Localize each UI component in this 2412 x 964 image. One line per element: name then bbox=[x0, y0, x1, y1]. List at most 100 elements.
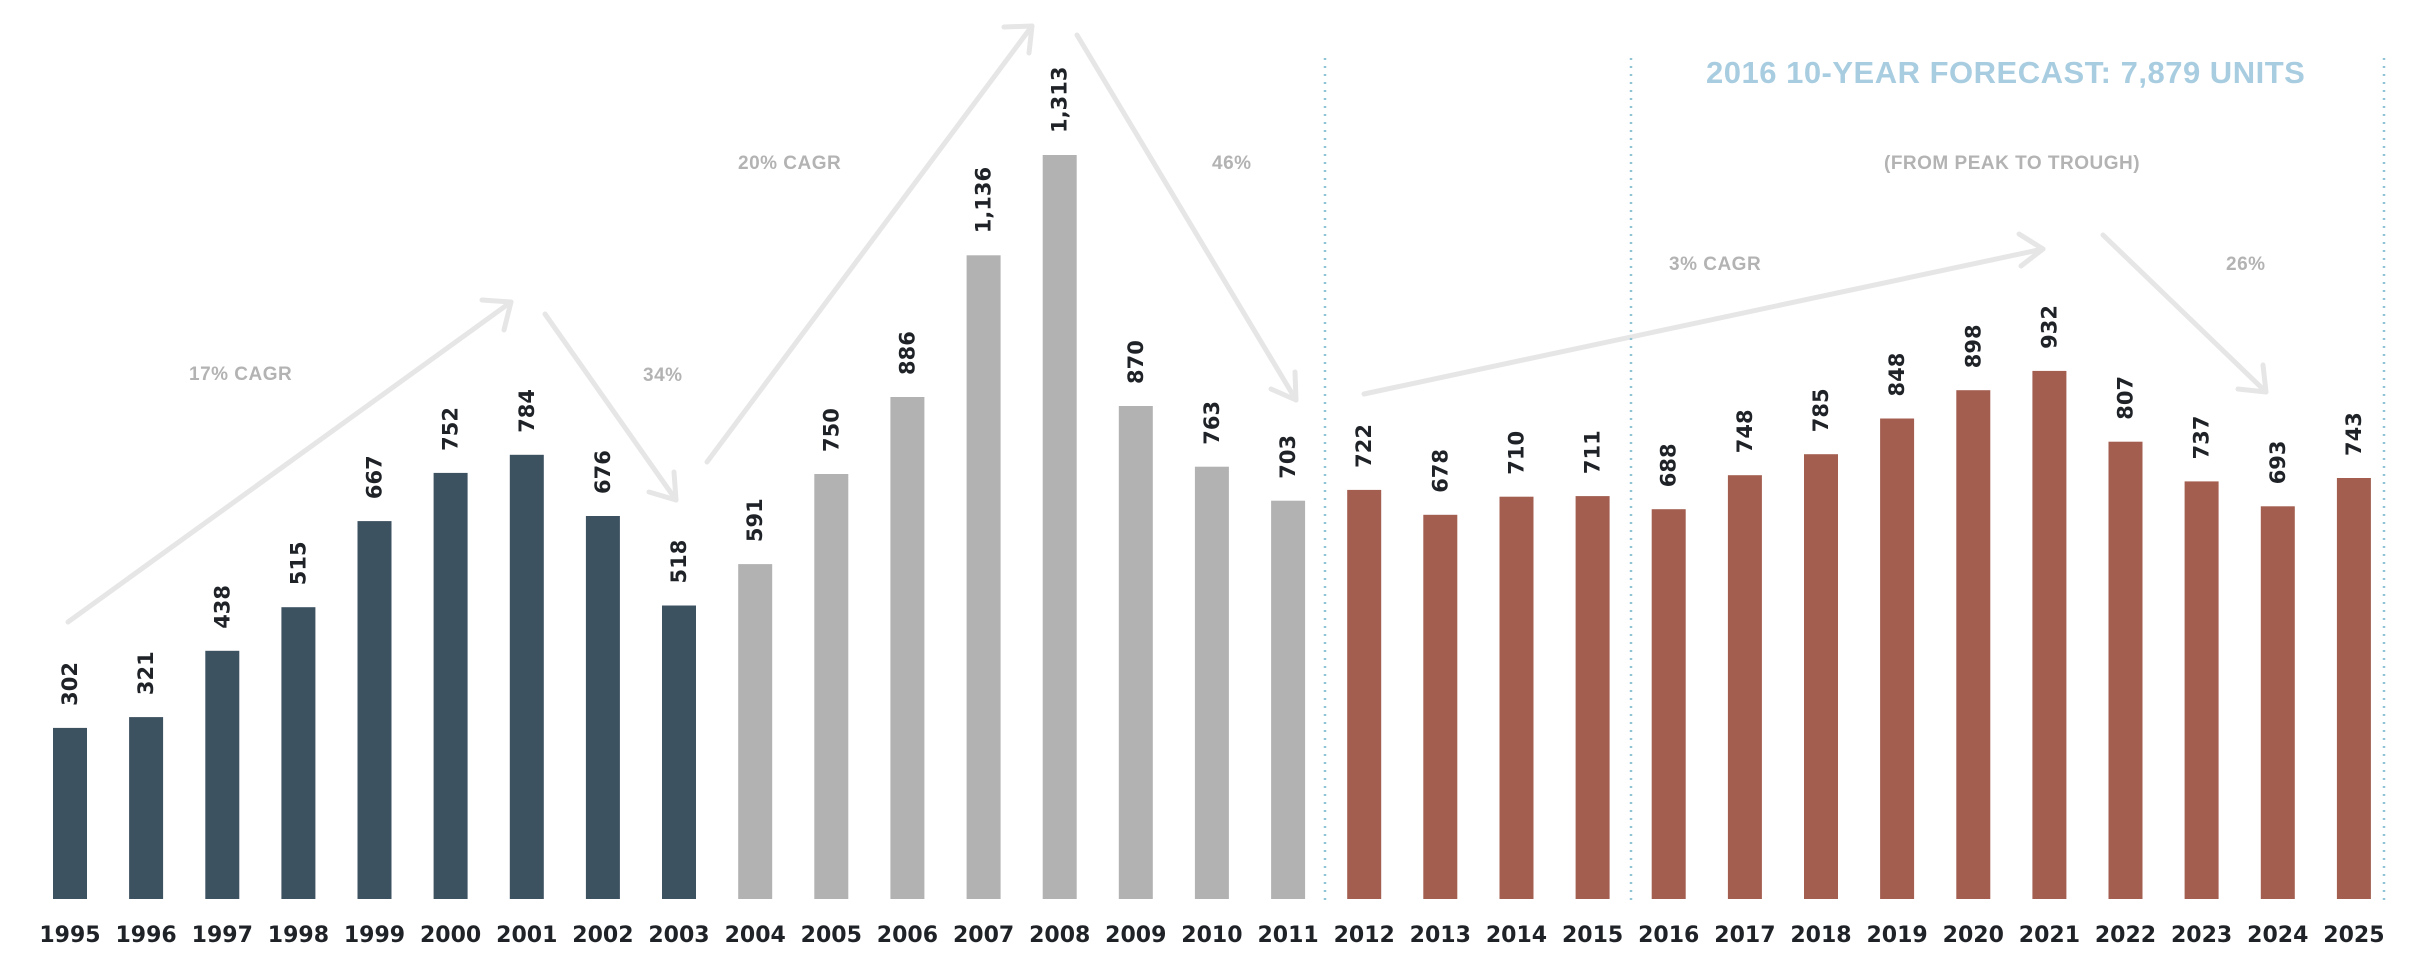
value-label-2016: 688 bbox=[1657, 443, 1681, 487]
bar-2012 bbox=[1347, 489, 1382, 899]
value-label-1995: 302 bbox=[58, 662, 82, 706]
bar-2017 bbox=[1727, 475, 1762, 899]
x-tick-label-2000: 2000 bbox=[420, 923, 481, 948]
bar-1997 bbox=[205, 650, 240, 899]
value-label-2012: 722 bbox=[1352, 424, 1376, 468]
bar-2024 bbox=[2260, 506, 2295, 899]
section-dividers bbox=[1323, 58, 2386, 902]
x-tick-label-2017: 2017 bbox=[1714, 923, 1775, 948]
trend-arrow-2001-2003 bbox=[542, 311, 679, 503]
trend-arrow-1995-2001 bbox=[65, 299, 514, 625]
annotation-cagr-2003-2008: 20% CAGR bbox=[738, 153, 841, 174]
bar-1996 bbox=[129, 717, 164, 899]
trend-arrow-2008-2011-head bbox=[1268, 369, 1299, 403]
x-tick-label-1997: 1997 bbox=[192, 923, 253, 948]
bar-2019 bbox=[1880, 418, 1915, 899]
x-tick-label-2004: 2004 bbox=[725, 923, 786, 948]
x-tick-label-2011: 2011 bbox=[1257, 923, 1318, 948]
value-label-2019: 848 bbox=[1885, 353, 1909, 397]
x-tick-label-2013: 2013 bbox=[1410, 923, 1471, 948]
bar-2015 bbox=[1575, 496, 1610, 899]
bar-2022 bbox=[2108, 441, 2143, 899]
trend-arrow-2012-2021 bbox=[1361, 246, 2046, 397]
trend-arrow-2021-2024 bbox=[2100, 232, 2269, 395]
value-label-2006: 886 bbox=[895, 331, 919, 375]
bar-2010 bbox=[1194, 466, 1229, 899]
value-label-2021: 932 bbox=[2037, 305, 2061, 349]
value-label-2015: 711 bbox=[1581, 430, 1605, 474]
x-tick-label-2024: 2024 bbox=[2247, 923, 2308, 948]
value-label-2004: 591 bbox=[743, 498, 767, 542]
x-tick-label-2010: 2010 bbox=[1181, 923, 1242, 948]
x-tick-label-2019: 2019 bbox=[1866, 923, 1927, 948]
value-label-2010: 763 bbox=[1200, 401, 1224, 445]
x-tick-label-2002: 2002 bbox=[572, 923, 633, 948]
trend-arrow-2021-2024-head bbox=[2235, 362, 2269, 395]
annotation-decline-2021-2024: 26% bbox=[2226, 254, 2266, 275]
x-tick-label-2023: 2023 bbox=[2171, 923, 2232, 948]
bar-2014 bbox=[1499, 496, 1534, 899]
bar-2018 bbox=[1804, 454, 1838, 899]
x-tick-label-2012: 2012 bbox=[1334, 923, 1395, 948]
bar-2023 bbox=[2184, 481, 2219, 899]
bar-2021 bbox=[2032, 370, 2067, 899]
value-label-2002: 676 bbox=[591, 450, 615, 494]
annotations: 17% CAGR 34% 20% CAGR 46% (FROM PEAK TO … bbox=[189, 153, 2266, 386]
annotation-decline-2008-2011: 46% bbox=[1212, 153, 1252, 174]
bar-2005 bbox=[814, 474, 849, 899]
bar-2007 bbox=[966, 255, 1001, 900]
bar-2004 bbox=[738, 564, 773, 899]
value-label-2005: 750 bbox=[819, 408, 843, 452]
bar-2001 bbox=[509, 454, 544, 899]
x-tick-label-2025: 2025 bbox=[2323, 923, 2384, 948]
bar-2025 bbox=[2336, 478, 2371, 899]
bar-2013 bbox=[1423, 514, 1458, 899]
value-label-2017: 748 bbox=[1733, 409, 1757, 453]
trend-arrows bbox=[65, 23, 2269, 625]
value-label-2008: 1,313 bbox=[1048, 67, 1072, 133]
annotation-cagr-2012-2021: 3% CAGR bbox=[1669, 254, 1761, 275]
bar-2000 bbox=[433, 472, 468, 899]
x-tick-label-2001: 2001 bbox=[496, 923, 557, 948]
value-label-1997: 438 bbox=[210, 585, 234, 629]
x-tick-label-2006: 2006 bbox=[877, 923, 938, 948]
value-label-2024: 693 bbox=[2266, 440, 2290, 484]
value-label-2011: 703 bbox=[1276, 435, 1300, 479]
value-label-2000: 752 bbox=[439, 407, 463, 451]
value-label-2018: 785 bbox=[1809, 388, 1833, 432]
x-tick-label-2003: 2003 bbox=[648, 923, 709, 948]
value-label-2014: 710 bbox=[1505, 431, 1529, 475]
bar-2006 bbox=[890, 397, 925, 899]
x-tick-label-2020: 2020 bbox=[1943, 923, 2004, 948]
bar-1999 bbox=[357, 521, 392, 899]
trend-arrow-2012-2021-head bbox=[2016, 231, 2046, 269]
x-tick-label-2007: 2007 bbox=[953, 923, 1014, 948]
x-tick-label-1998: 1998 bbox=[268, 923, 329, 948]
x-tick-label-2015: 2015 bbox=[1562, 923, 1623, 948]
bar-2009 bbox=[1118, 406, 1153, 899]
trend-arrow-2003-2008 bbox=[704, 23, 1035, 465]
trend-arrow-1995-2001-head bbox=[479, 297, 514, 333]
x-tick-label-2005: 2005 bbox=[801, 923, 862, 948]
value-label-1999: 667 bbox=[363, 455, 387, 499]
chart-title: 2016 10-YEAR FORECAST: 7,879 UNITS bbox=[1706, 55, 2305, 90]
trend-arrow-2001-2003-head bbox=[646, 469, 679, 503]
value-labels-group: 302 321 438 515 667 752 784 676 518 591 750 886 1,13… bbox=[58, 67, 2366, 706]
trend-arrow-2008-2011 bbox=[1074, 32, 1299, 403]
bar-2011 bbox=[1271, 500, 1306, 899]
x-tick-label-2016: 2016 bbox=[1638, 923, 1699, 948]
bars-group bbox=[53, 155, 2371, 900]
annotation-cagr-1995-2001: 17% CAGR bbox=[189, 364, 292, 385]
x-axis-labels: 1995 1996 1997 1998 1999 2000 2001 2002 2003 2004… bbox=[39, 923, 2384, 948]
value-label-2022: 807 bbox=[2114, 376, 2138, 420]
value-label-2009: 870 bbox=[1124, 340, 1148, 384]
x-tick-label-1999: 1999 bbox=[344, 923, 405, 948]
annotation-decline-2001-2003: 34% bbox=[643, 365, 683, 386]
bar-1995 bbox=[53, 727, 87, 899]
value-label-1998: 515 bbox=[286, 541, 310, 585]
value-label-2007: 1,136 bbox=[972, 167, 996, 233]
value-label-2025: 743 bbox=[2342, 412, 2366, 456]
value-label-2020: 898 bbox=[1961, 324, 1985, 368]
trend-arrow-2003-2008-head bbox=[1001, 23, 1035, 56]
